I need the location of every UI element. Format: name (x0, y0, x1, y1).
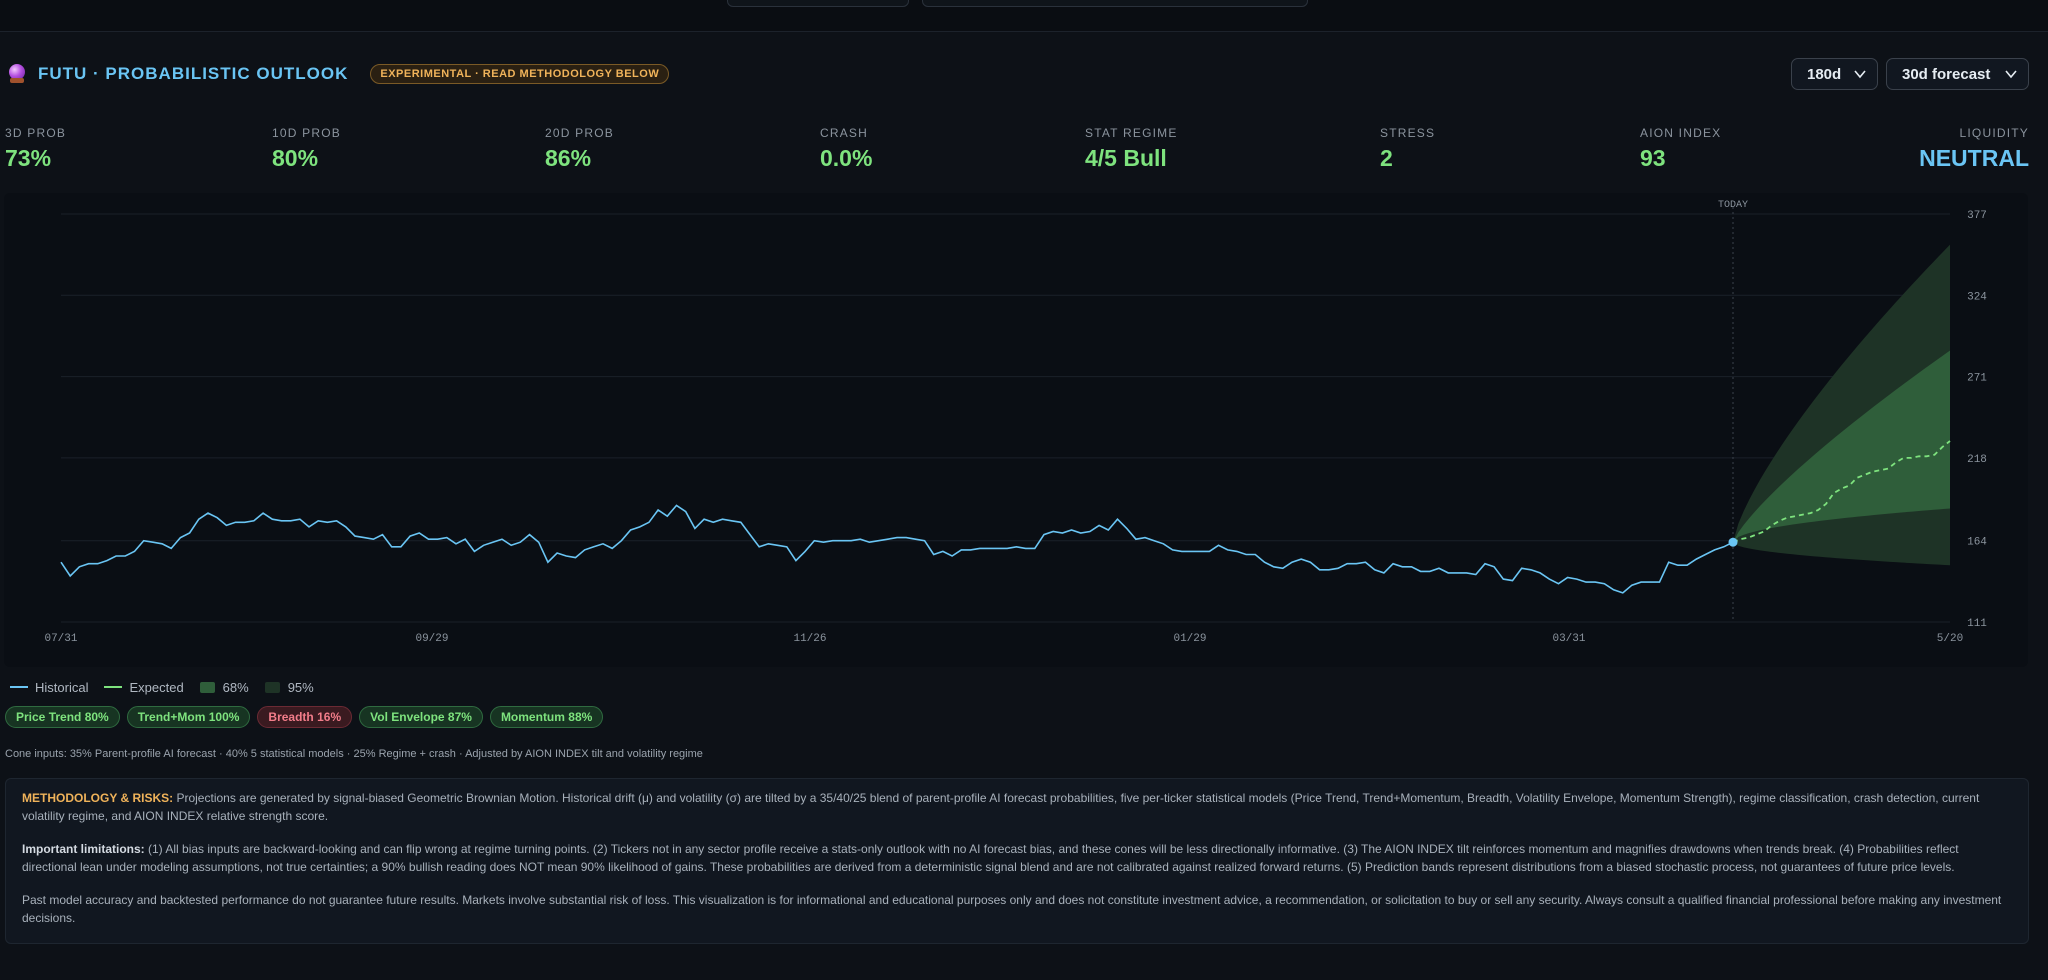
metric-label: 20D PROB (545, 126, 614, 140)
metric-value: 80% (272, 145, 319, 171)
band-68-area (1733, 350, 1950, 543)
limitations-text: (1) All bias inputs are backward-looking… (22, 842, 1959, 874)
price-forecast-chart: 111 164 218 271 324 377 07/31 09/29 11/26 01/29 03… (4, 193, 2028, 667)
chart-legend: Historical Expected 68% 95% (10, 679, 330, 695)
chart-svg: 111 164 218 271 324 377 07/31 09/29 11/26 01/29 03… (44, 200, 1987, 645)
legend-label: 68% (222, 679, 249, 695)
y-tick-label: 271 (1967, 373, 1987, 385)
limitations-paragraph: Important limitations: (1) All bias inpu… (22, 841, 2012, 876)
metric-liquidity: LIQUIDITY NEUTRAL (1919, 126, 2029, 172)
legend-line-swatch (104, 686, 123, 688)
metric-stat-regime: STAT REGIME 4/5 Bull (1085, 126, 1178, 172)
metric-3d-prob: 3D PROB 73% (5, 126, 66, 172)
legend-line-swatch (10, 686, 28, 688)
metric-label: 3D PROB (5, 126, 67, 140)
historical-series-line (60, 504, 1734, 594)
legend-expected: Expected (104, 679, 184, 695)
top-toolbar-strip (0, 0, 2048, 32)
title-group: FUTU · PROBABILISTIC OUTLOOK EXPERIMENTA… (7, 64, 670, 84)
y-tick-label: 111 (1967, 618, 1987, 630)
lookback-select-value: 180d (1807, 65, 1842, 83)
metric-label: AION INDEX (1640, 126, 1722, 140)
legend-label: 95% (287, 679, 314, 695)
lookback-select[interactable]: 180d (1791, 58, 1878, 90)
chip-trend-mom[interactable]: Trend+Mom 100% (126, 706, 251, 728)
disclaimer-paragraph: Past model accuracy and backtested perfo… (22, 893, 2002, 925)
metric-label: STRESS (1380, 126, 1436, 140)
metric-value: 93 (1640, 145, 1666, 171)
metric-value: 0.0% (820, 145, 873, 171)
metric-value: 4/5 Bull (1085, 145, 1167, 171)
x-tick-label: 03/31 (1552, 633, 1585, 645)
outlook-header: FUTU · PROBABILISTIC OUTLOOK EXPERIMENTA… (0, 58, 2048, 94)
metric-10d-prob: 10D PROB 80% (272, 126, 341, 172)
metric-label: CRASH (820, 126, 869, 140)
metric-crash: CRASH 0.0% (820, 126, 872, 172)
metric-label: 10D PROB (272, 126, 341, 140)
today-point (1728, 537, 1738, 547)
chevron-down-icon (1854, 70, 1866, 79)
signal-chips: Price Trend 80% Trend+Mom 100% Breadth 1… (5, 706, 610, 728)
x-tick-label: 01/29 (1173, 633, 1206, 645)
methodology-paragraph: METHODOLOGY & RISKS: Projections are gen… (22, 790, 2012, 825)
metrics-row: 3D PROB 73% 10D PROB 80% 20D PROB 86% CR… (0, 126, 2048, 172)
legend-label: Expected (129, 679, 184, 695)
expected-series-line (1732, 440, 1951, 544)
metric-value: 73% (5, 145, 52, 171)
metric-label: LIQUIDITY (1959, 126, 2029, 140)
chip-vol-envelope[interactable]: Vol Envelope 87% (359, 706, 483, 728)
metric-value: 86% (545, 145, 592, 171)
top-control-left[interactable] (727, 0, 909, 7)
methodology-text: Projections are generated by signal-bias… (22, 791, 1980, 823)
metric-label: STAT REGIME (1085, 126, 1178, 140)
legend-box-swatch (264, 681, 280, 693)
forecast-select[interactable]: 30d forecast (1886, 58, 2029, 90)
experimental-badge[interactable]: EXPERIMENTAL · READ METHODOLOGY BELOW (370, 64, 670, 84)
x-tick-label: 5/20 (1937, 633, 1963, 645)
legend-band-95: 95% (264, 679, 314, 695)
metric-20d-prob: 20D PROB 86% (545, 126, 614, 172)
chip-momentum[interactable]: Momentum 88% (489, 706, 604, 728)
chip-price-trend[interactable]: Price Trend 80% (5, 706, 120, 728)
forecast-select-value: 30d forecast (1902, 65, 1991, 83)
x-tick-label: 11/26 (793, 633, 826, 645)
methodology-panel: METHODOLOGY & RISKS: Projections are gen… (5, 778, 2029, 944)
y-tick-label: 324 (1967, 291, 1987, 303)
legend-label: Historical (35, 679, 89, 695)
legend-historical: Historical (10, 680, 88, 695)
metric-aion-index: AION INDEX 93 (1640, 126, 1721, 172)
chevron-down-icon (2005, 70, 2017, 79)
y-tick-label: 377 (1967, 210, 1987, 222)
x-tick-label: 09/29 (415, 633, 448, 645)
top-control-right[interactable] (922, 0, 1308, 7)
cone-inputs-note: Cone inputs: 35% Parent-profile AI forec… (5, 748, 703, 760)
metric-value: 2 (1380, 145, 1393, 171)
today-label: TODAY (1718, 200, 1748, 211)
metric-value: NEUTRAL (1919, 145, 2029, 171)
chip-breadth[interactable]: Breadth 16% (257, 706, 353, 728)
page-title: FUTU · PROBABILISTIC OUTLOOK (38, 64, 349, 83)
legend-box-swatch (199, 681, 215, 693)
legend-band-68: 68% (199, 679, 249, 695)
y-tick-label: 218 (1967, 454, 1987, 466)
methodology-heading: METHODOLOGY & RISKS: (22, 791, 174, 805)
y-tick-label: 164 (1967, 537, 1987, 549)
crystal-ball-icon (7, 64, 27, 84)
metric-stress: STRESS 2 (1380, 126, 1435, 172)
x-tick-label: 07/31 (44, 633, 77, 645)
limitations-heading: Important limitations: (22, 842, 145, 856)
